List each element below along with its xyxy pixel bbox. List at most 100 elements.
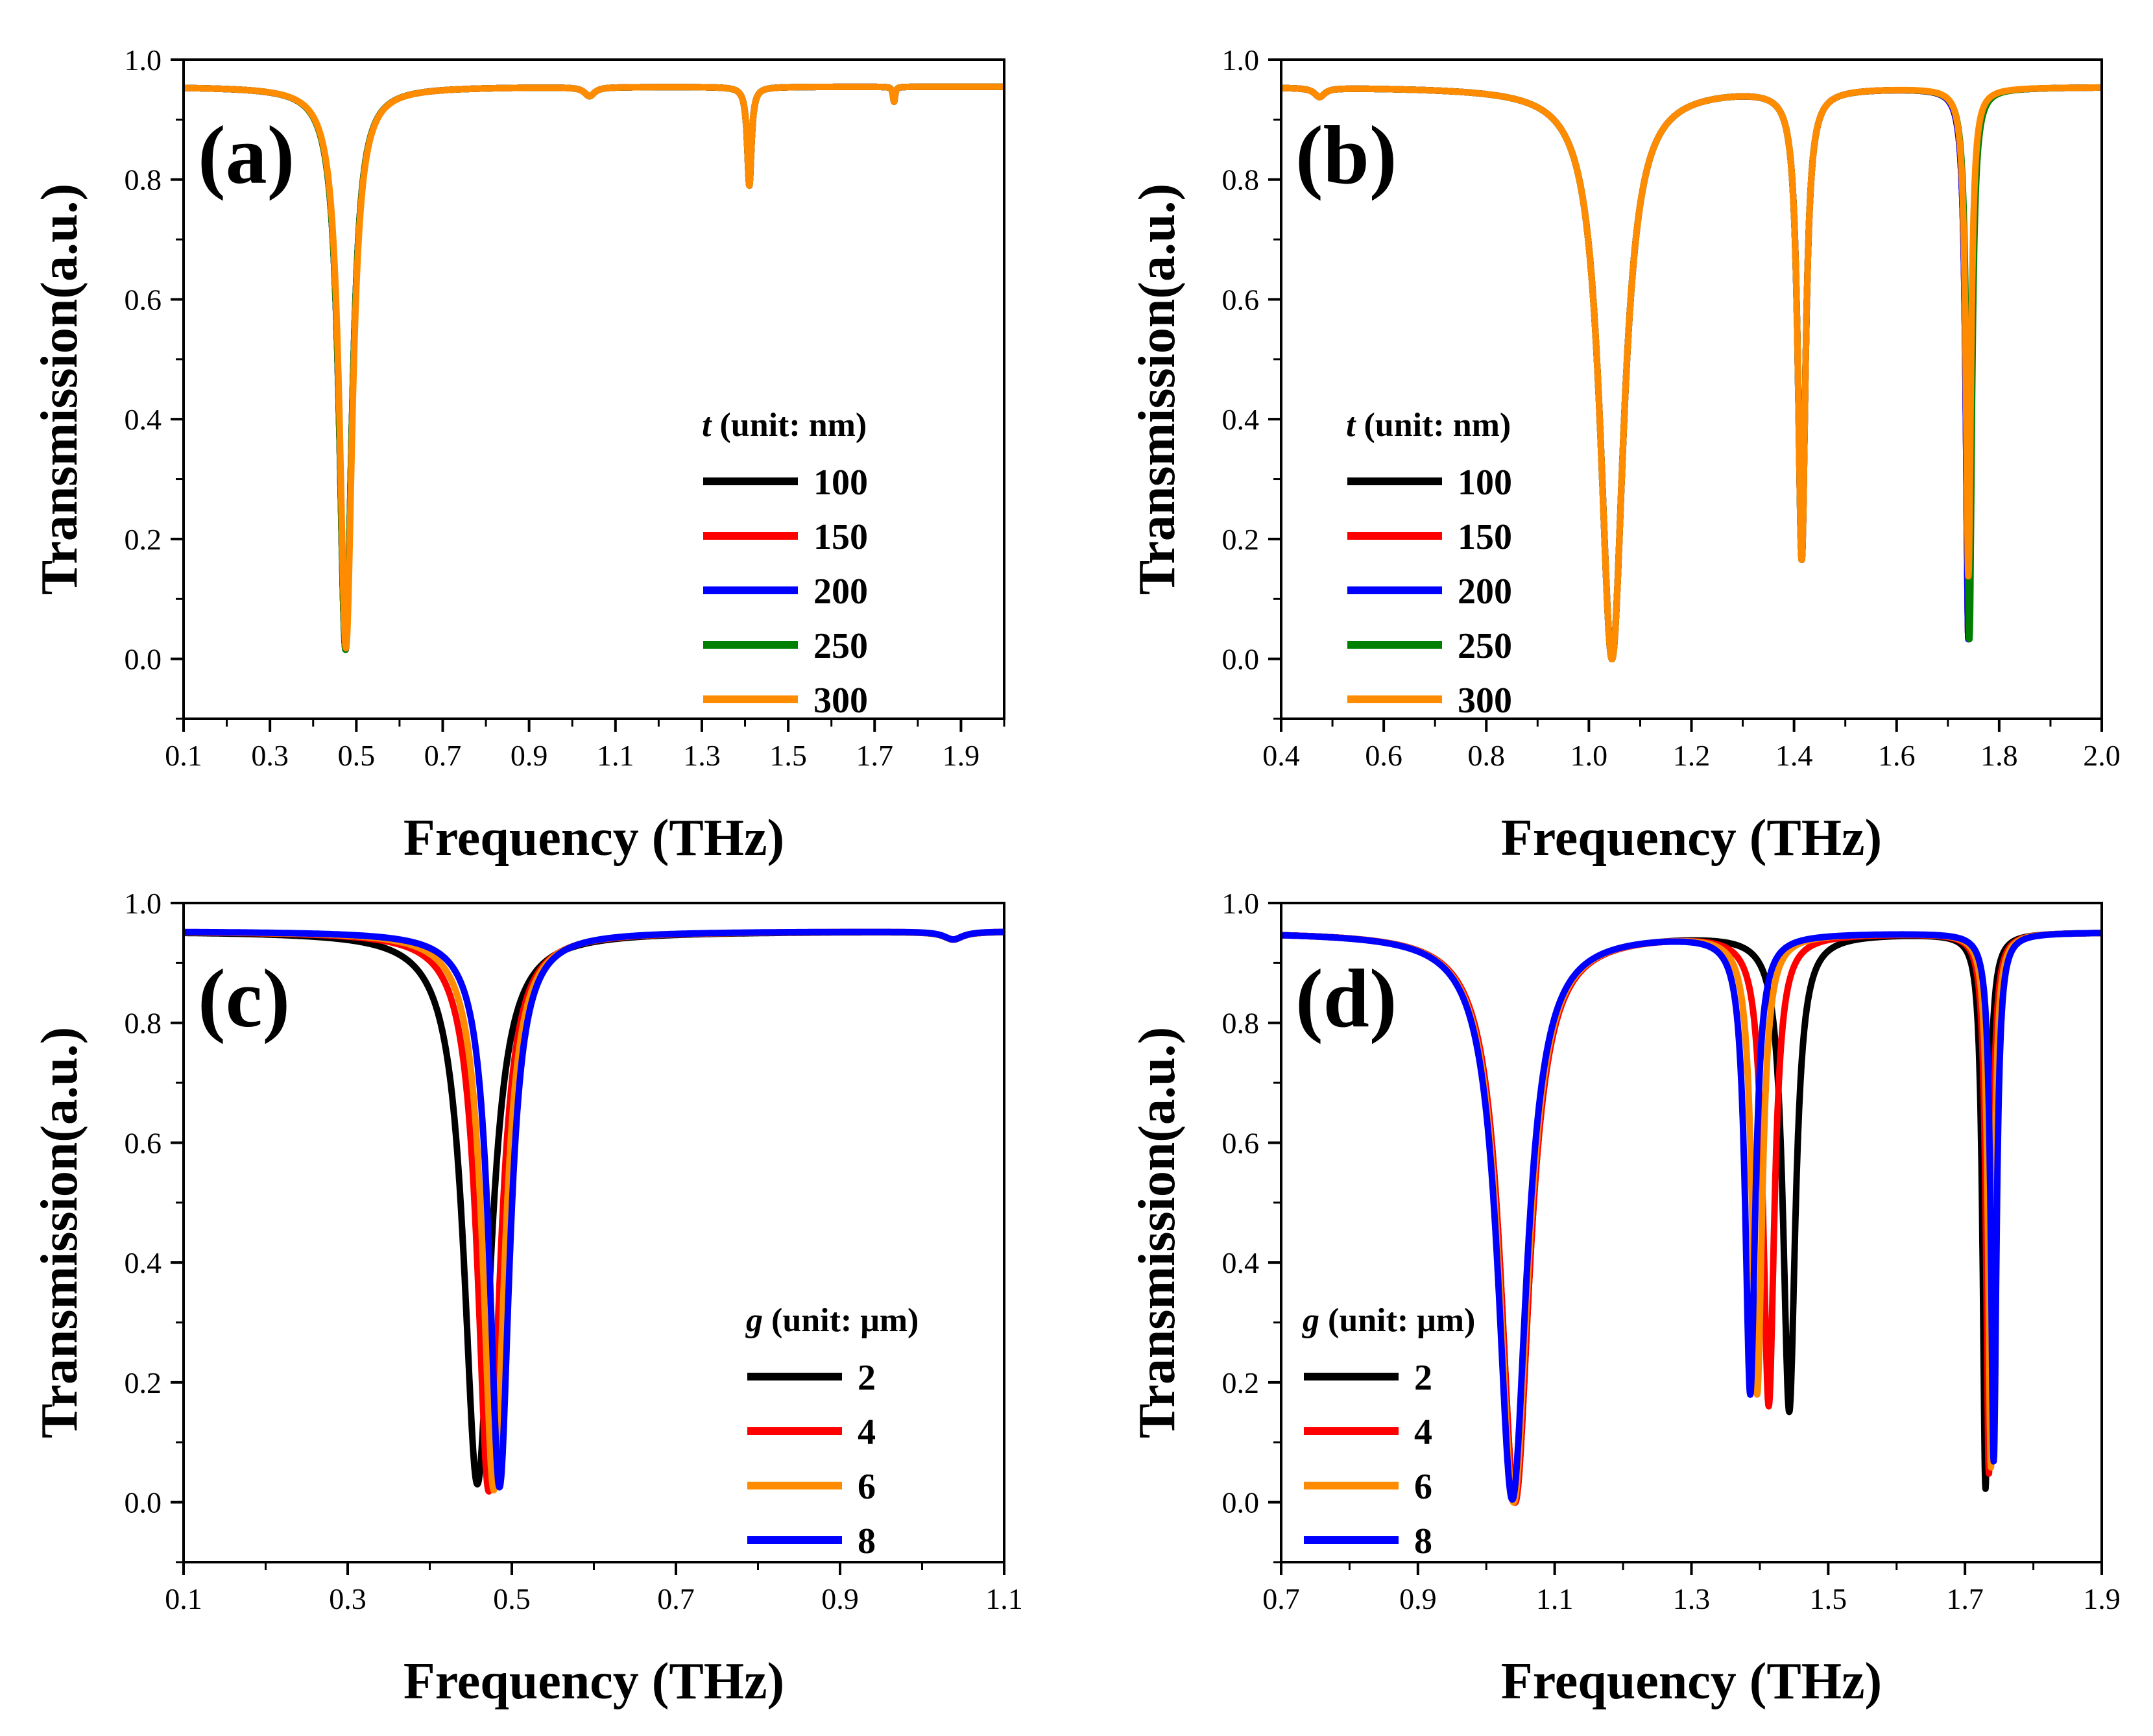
x-tick-label: 0.9 <box>821 1582 859 1615</box>
x-tick-label: 0.7 <box>424 739 462 772</box>
panel-b: 0.4 0.6 0.8 1.0 1.2 1.4 1.6 1.8 2.0 0.0 0.2 0.4 0.6 0… <box>1129 43 2121 867</box>
y-tick-label: 1.0 <box>125 43 162 77</box>
panel-c: 0.1 0.3 0.5 0.7 0.9 1.1 0.0 0.2 0.4 0.6 0.8 1.0 Freq… <box>31 887 1023 1710</box>
y-tick-label: 0.2 <box>1222 1366 1260 1399</box>
series-line-c-8 <box>185 928 1003 1491</box>
x-tick-label: 1.5 <box>1810 1582 1847 1615</box>
legend-label-300: 300 <box>1458 681 1512 721</box>
x-tick-label: 1.1 <box>1536 1582 1574 1615</box>
panel-d: 0.7 0.9 1.1 1.3 1.5 1.7 1.9 0.0 0.2 0.4 0.6 0.8 1.0 F… <box>1129 887 2121 1710</box>
x-tick-label: 0.3 <box>329 1582 367 1615</box>
x-tick-label: 0.7 <box>657 1582 695 1615</box>
x-tick-label: 1.8 <box>1980 739 2018 772</box>
y-tick-label: 0.6 <box>1222 283 1260 316</box>
x-tick-label: 1.5 <box>769 739 807 772</box>
y-tick-label: 0.2 <box>125 523 162 556</box>
y-tick-label: 1.0 <box>1222 887 1260 920</box>
legend-label-8: 8 <box>858 1521 876 1561</box>
x-tick-label: 1.1 <box>597 739 634 772</box>
x-tick-label: 0.7 <box>1262 1582 1300 1615</box>
y-axis-title: Transmission(a.u.) <box>1129 1027 1186 1438</box>
x-axis-title: Frequency (THz) <box>1501 810 1882 867</box>
legend-title: g (unit: μm) <box>745 1302 919 1339</box>
plot-area <box>1282 84 2100 662</box>
y-tick-label: 0.8 <box>125 163 162 197</box>
legend-label-250: 250 <box>1458 626 1512 666</box>
series-line-d-4 <box>1282 930 2100 1506</box>
legend-label-6: 6 <box>858 1467 876 1507</box>
y-tick-label: 0.8 <box>125 1007 162 1040</box>
x-tick-label: 1.3 <box>1673 1582 1711 1615</box>
y-tick-label: 0.0 <box>125 643 162 676</box>
legend-title-unit: (unit: μm) <box>763 1302 919 1339</box>
series-line-b-300 <box>1282 84 2100 662</box>
y-tick-label: 0.4 <box>125 403 162 436</box>
y-axis-title: Transmission(a.u.) <box>31 184 88 595</box>
x-tick-label: 1.7 <box>856 739 894 772</box>
x-tick-label: 1.9 <box>943 739 980 772</box>
panel-label: (d) <box>1295 952 1397 1044</box>
legend-title-unit: (unit: nm) <box>711 407 867 444</box>
legend-title-unit: (unit: nm) <box>1355 407 1511 444</box>
y-axis-title: Transmission(a.u.) <box>31 1027 88 1438</box>
x-tick-label: 0.1 <box>165 739 202 772</box>
legend-title-variable: t <box>1346 407 1356 444</box>
x-tick-label: 1.9 <box>2083 1582 2121 1615</box>
y-tick-label: 0.4 <box>1222 403 1260 436</box>
plot-area <box>1282 930 2100 1506</box>
y-tick-label: 0.6 <box>125 283 162 316</box>
x-tick-label: 1.3 <box>683 739 721 772</box>
x-tick-label: 0.9 <box>511 739 548 772</box>
legend-title-variable: t <box>702 407 712 444</box>
legend-label-4: 4 <box>1414 1412 1432 1453</box>
panel-label: (c) <box>198 952 290 1044</box>
legend-title-variable: g <box>1302 1302 1319 1339</box>
legend-label-200: 200 <box>1458 572 1512 612</box>
y-tick-label: 0.8 <box>1222 163 1260 197</box>
legend-label-2: 2 <box>1414 1358 1432 1398</box>
x-axis-title: Frequency (THz) <box>1501 1653 1882 1710</box>
y-tick-label: 0.0 <box>125 1486 162 1519</box>
x-tick-label: 0.9 <box>1399 1582 1437 1615</box>
series-line-c-6 <box>185 928 1003 1494</box>
legend-label-100: 100 <box>1458 463 1512 503</box>
legend-title: t (unit: nm) <box>1346 407 1511 444</box>
legend-label-100: 100 <box>813 463 868 503</box>
y-tick-label: 0.4 <box>1222 1246 1260 1279</box>
series-line-b-250 <box>1282 84 2100 662</box>
x-axis-title: Frequency (THz) <box>403 1653 784 1710</box>
legend-label-200: 200 <box>813 572 868 612</box>
series-line-c-2 <box>185 928 1003 1488</box>
legend-title: g (unit: μm) <box>1302 1302 1475 1339</box>
y-tick-label: 0.2 <box>1222 523 1260 556</box>
x-tick-label: 1.1 <box>985 1582 1023 1615</box>
x-tick-label: 0.3 <box>251 739 289 772</box>
plot-frame <box>182 58 1005 720</box>
y-axis-title: Transmission(a.u.) <box>1129 184 1186 595</box>
plot-area <box>185 928 1003 1495</box>
series-line-a-250 <box>185 83 1003 653</box>
series-line-a-150 <box>185 83 1003 653</box>
legend-label-6: 6 <box>1414 1467 1432 1507</box>
y-tick-label: 0.0 <box>1222 643 1260 676</box>
y-tick-label: 0.2 <box>125 1366 162 1399</box>
legend-title-unit: (unit: μm) <box>1319 1302 1475 1339</box>
plot-area <box>185 83 1003 653</box>
legend-label-150: 150 <box>813 517 868 557</box>
x-tick-label: 1.4 <box>1775 739 1813 772</box>
series-line-a-200 <box>185 83 1003 653</box>
y-tick-label: 0.6 <box>125 1126 162 1159</box>
panel-a: 0.1 0.3 0.5 0.7 0.9 1.1 1.3 1.5 1.7 1.9 0.0 0.2 0.4 0… <box>31 43 1005 867</box>
legend-title-variable: g <box>745 1302 763 1339</box>
legend-label-300: 300 <box>813 681 868 721</box>
x-tick-label: 0.6 <box>1365 739 1402 772</box>
y-tick-label: 0.4 <box>125 1246 162 1279</box>
legend-title: t (unit: nm) <box>702 407 867 444</box>
panel-label: (b) <box>1295 109 1397 201</box>
legend-label-8: 8 <box>1414 1521 1432 1561</box>
x-tick-label: 0.1 <box>165 1582 202 1615</box>
x-tick-label: 0.4 <box>1262 739 1300 772</box>
series-line-a-100 <box>185 83 1003 653</box>
x-tick-label: 1.6 <box>1878 739 1916 772</box>
